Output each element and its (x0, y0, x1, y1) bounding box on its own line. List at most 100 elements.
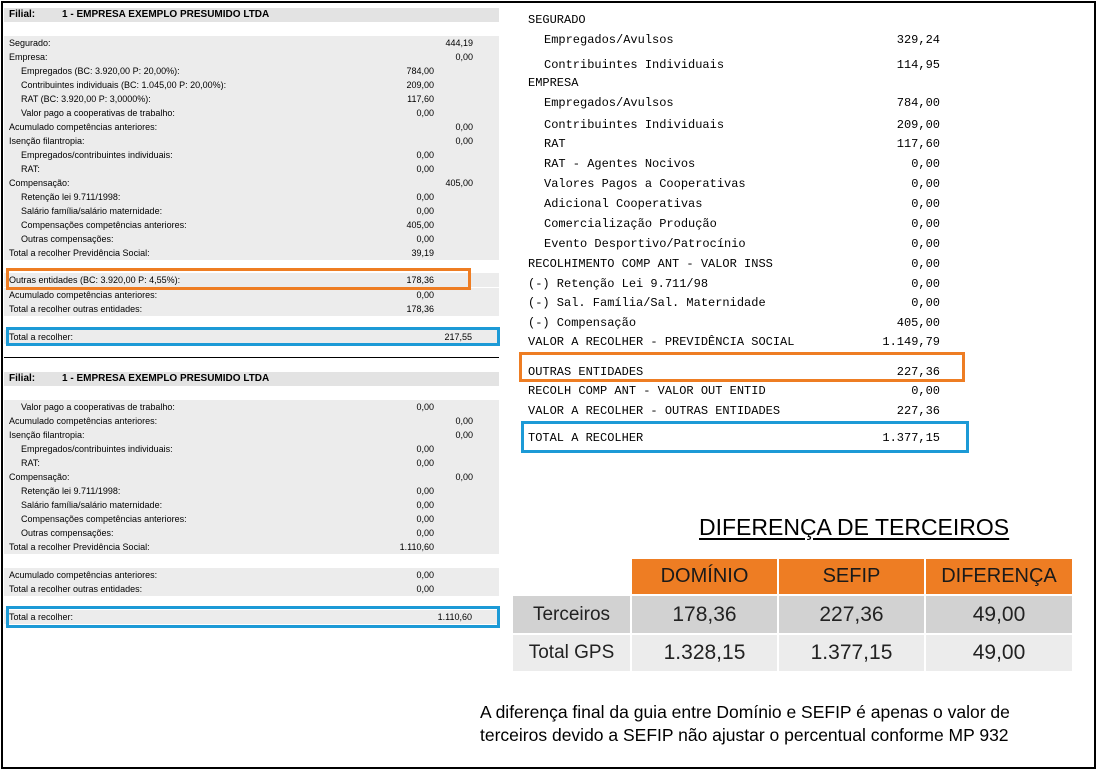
report-row: Compensação: 405,00 (4, 176, 499, 190)
sefip-line-label: OUTRAS ENTIDADES (528, 365, 644, 379)
row-value: 0,00 (416, 514, 434, 524)
sefip-line-value: 1.149,79 (882, 335, 940, 349)
row-value: 0,00 (416, 500, 434, 510)
row-value: 0,00 (416, 444, 434, 454)
row-total: 0,00 (455, 472, 473, 482)
sefip-line-value: 0,00 (911, 277, 940, 291)
row-label: Retenção lei 9.711/1998: (21, 486, 121, 496)
sefip-line-value: 784,00 (896, 96, 940, 110)
report-row: Contribuintes individuais (BC: 1.045,00 … (4, 78, 499, 92)
sefip-line-label: Comercialização Produção (544, 217, 717, 231)
row-value: 0,00 (416, 206, 434, 216)
sefip-line-label: Empregados/Avulsos (544, 33, 674, 47)
total-recolher-highlight-2 (6, 606, 500, 628)
row-label: Valor pago a cooperativas de trabalho: (21, 108, 175, 118)
comparison-title: DIFERENÇA DE TERCEIROS (699, 514, 1010, 540)
row-total: 0,00 (455, 52, 473, 62)
row-label: Contribuintes individuais (BC: 1.045,00 … (21, 80, 227, 90)
sefip-line-value: 1.377,15 (882, 431, 940, 445)
sefip-line-label: Contribuintes Individuais (544, 118, 725, 132)
report-row: Acumulado competências anteriores: 0,00 (4, 414, 499, 428)
row-label: Empregados/contribuintes individuais: (21, 150, 173, 160)
sefip-line-value: 114,95 (896, 58, 940, 72)
report-row: Outras entidades (BC: 3.920,00 P: 4,55%)… (4, 273, 499, 287)
sefip-line-label: RAT - Agentes Nocivos (544, 157, 696, 171)
filial-header: Filial: 1 - EMPRESA EXEMPLO PRESUMIDO LT… (4, 8, 499, 22)
row-total: 0,00 (455, 430, 473, 440)
row-label: Isenção filantropia: (9, 136, 85, 146)
row-value: 0,00 (416, 584, 434, 594)
row-value: 405,00 (406, 220, 434, 230)
row-label: Outras entidades (BC: 3.920,00 P: 4,55%)… (9, 275, 181, 285)
row-label: Segurado: (9, 38, 51, 48)
row-label: Total a recolher outras entidades: (9, 584, 143, 594)
report-row: Empresa: 0,00 (4, 50, 499, 64)
sefip-line-label: RECOLH COMP ANT - VALOR OUT ENTID (528, 384, 766, 398)
row-label: RAT (BC: 3.920,00 P: 3,0000%): (21, 94, 151, 104)
sefip-line-value: 0,00 (911, 217, 940, 231)
report-row: Retenção lei 9.711/1998: 0,00 (4, 190, 499, 204)
row-label: Outras compensações: (21, 234, 114, 244)
row-label: Empresa: (9, 52, 48, 62)
footnote: A diferença final da guia entre Domínio … (480, 702, 1010, 745)
sefip-line-label: VALOR A RECOLHER - OUTRAS ENTIDADES (528, 404, 781, 418)
row-label: Acumulado competências anteriores: (9, 290, 158, 300)
row-value: 0,00 (416, 192, 434, 202)
section-divider (4, 357, 499, 358)
row-label: Total a recolher Previdência Social: (9, 248, 150, 258)
report-row: Total a recolher Previdência Social: 39,1… (4, 246, 499, 260)
report-row: Salário família/salário maternidade: 0,00 (4, 204, 499, 218)
sefip-line-label: Evento Desportivo/Patrocínio (544, 237, 746, 251)
row-total: 0,00 (455, 122, 473, 132)
sefip-line-label: RECOLHIMENTO COMP ANT - VALOR INSS (528, 257, 773, 271)
row-total: 405,00 (445, 178, 473, 188)
table-cell: 1.328,15 (632, 635, 777, 671)
sefip-total-highlight (521, 421, 969, 453)
report-row: Empregados/contribuintes individuais: 0,0… (4, 148, 499, 162)
sefip-line-label: VALOR A RECOLHER - PREVIDÊNCIA SOCIAL (528, 335, 795, 349)
report-row: RAT: 0,00 (4, 162, 499, 176)
sefip-line-value: 0,00 (911, 157, 940, 171)
report-row: Empregados/contribuintes individuais: 0,0… (4, 442, 499, 456)
sefip-line-label: Adicional Cooperativas (544, 197, 703, 211)
report-row: Valor pago a cooperativas de trabalho: 0,… (4, 400, 499, 414)
row-label: Acumulado competências anteriores: (9, 122, 158, 132)
report-row: Total a recolher outras entidades: 0,00 (4, 582, 499, 596)
sefip-line-value: 209,00 (896, 118, 940, 132)
column-header: DIFERENÇA (926, 559, 1072, 594)
sefip-line-label: (-) Compensação (528, 316, 637, 330)
sefip-line-value: 0,00 (911, 177, 940, 191)
row-header: Total GPS (513, 635, 630, 671)
row-value: 0,00 (416, 486, 434, 496)
sefip-line-value: 0,00 (911, 257, 940, 271)
report-row: Total a recolher: 217,55 (4, 330, 499, 344)
row-value: 0,00 (416, 164, 434, 174)
sefip-line-value: 117,60 (896, 137, 940, 151)
outras-entidades-highlight (6, 268, 471, 290)
row-value: 0,00 (416, 150, 434, 160)
report-row: RAT (BC: 3.920,00 P: 3,0000%): 117,60 (4, 92, 499, 106)
filial-header: Filial: 1 - EMPRESA EXEMPLO PRESUMIDO LT… (4, 372, 499, 386)
row-label: Empregados/contribuintes individuais: (21, 444, 173, 454)
sefip-line-label: RAT (544, 137, 566, 151)
row-value: 0,00 (416, 528, 434, 538)
sefip-line-value: 329,24 (896, 33, 940, 47)
report-section-2: Filial: 1 - EMPRESA EXEMPLO PRESUMIDO LT… (4, 0, 499, 640)
row-label: Compensações competências anteriores: (21, 220, 187, 230)
row-label: Total a recolher: (9, 332, 74, 342)
table-cell: 49,00 (926, 596, 1072, 633)
row-label: RAT: (21, 458, 40, 468)
report-row: Compensações competências anteriores: 405… (4, 218, 499, 232)
filial-label: Filial: (9, 9, 36, 20)
sefip-line-value: 227,36 (896, 365, 940, 379)
filial-label: Filial: (9, 373, 36, 384)
row-header: Terceiros (513, 596, 630, 633)
sefip-line-value: 0,00 (911, 237, 940, 251)
sefip-line-value: 0,00 (911, 296, 940, 310)
row-label: Total a recolher: (9, 612, 74, 622)
row-total: 444,19 (445, 38, 473, 48)
sefip-line-value: 405,00 (896, 316, 940, 330)
sefip-line-value: 0,00 (911, 197, 940, 211)
sefip-line-label: TOTAL A RECOLHER (528, 431, 644, 445)
